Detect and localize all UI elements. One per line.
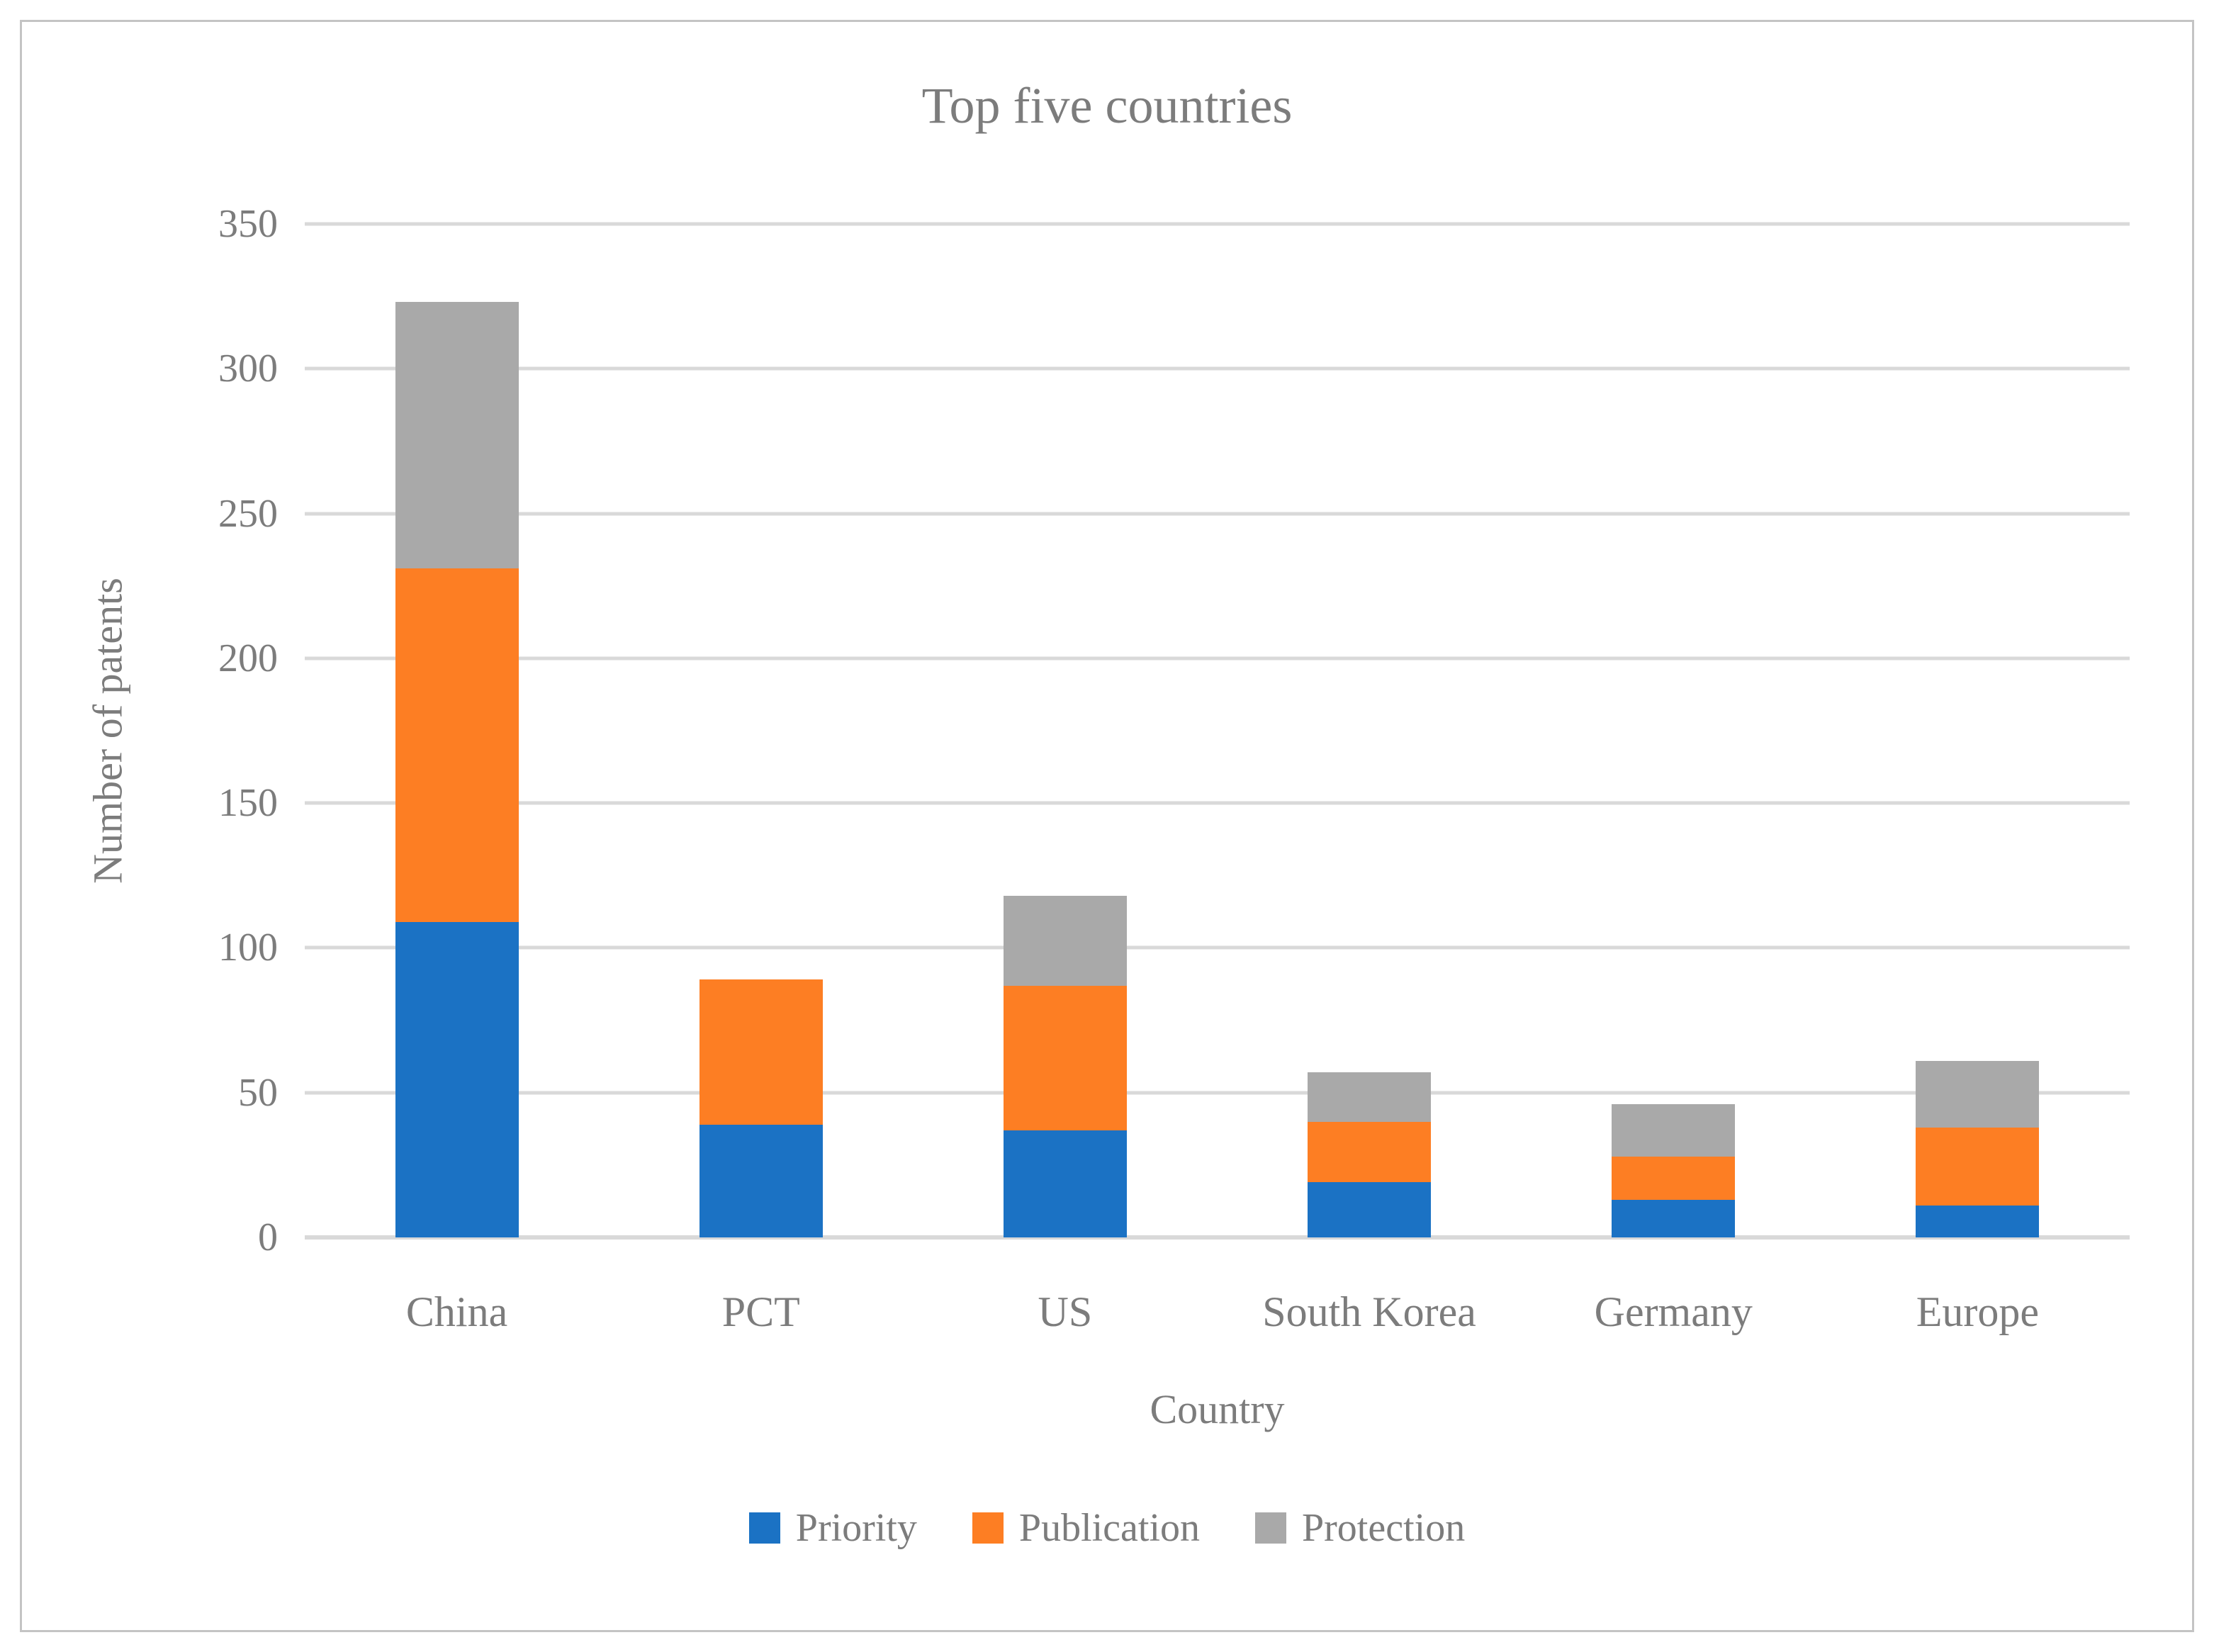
gridline-100: [305, 945, 2130, 950]
bar-segment-PCT-Publication: [699, 979, 823, 1125]
gridline-200: [305, 656, 2130, 661]
bar-stack-US: [1003, 224, 1127, 1237]
bar-segment-US-Protection: [1003, 895, 1127, 986]
x-label-US: US: [1038, 1288, 1093, 1335]
bar-segment-South Korea-Publication: [1308, 1121, 1432, 1183]
bar-stack-China: [395, 224, 519, 1237]
y-tick-label-50: 50: [238, 1070, 278, 1115]
legend: Priority Publication Protection: [0, 1508, 2214, 1548]
legend-swatch-Protection: [1255, 1512, 1287, 1544]
bar-segment-South Korea-Protection: [1308, 1072, 1432, 1122]
bar-segment-US-Priority: [1003, 1130, 1127, 1237]
bar-segment-China-Protection: [395, 302, 519, 569]
gridline-50: [305, 1091, 2130, 1095]
bar-PCT: [609, 224, 913, 1237]
bar-segment-China-Publication: [395, 568, 519, 922]
bar-stack-Europe: [1916, 224, 2040, 1237]
bar-segment-PCT-Priority: [699, 1124, 823, 1237]
bar-China: [305, 224, 609, 1237]
bars-layer: [305, 224, 2130, 1237]
legend-item-Priority: Priority: [748, 1506, 917, 1550]
x-label-PCT: PCT: [721, 1288, 800, 1335]
x-label-South Korea: South Korea: [1262, 1288, 1476, 1335]
bar-segment-Germany-Priority: [1612, 1199, 1736, 1237]
legend-label-Publication: Publication: [1018, 1506, 1201, 1550]
bar-segment-Europe-Priority: [1916, 1206, 2040, 1237]
x-label-Germany: Germany: [1594, 1288, 1753, 1335]
bar-segment-China-Priority: [395, 921, 519, 1237]
bar-segment-Europe-Publication: [1916, 1127, 2040, 1206]
legend-label-Protection: Protection: [1302, 1506, 1466, 1550]
x-label-Europe: Europe: [1916, 1288, 2040, 1335]
gridline-0: [305, 1235, 2130, 1240]
y-tick-label-200: 200: [218, 636, 278, 680]
chart-title: Top five countries: [921, 77, 1293, 134]
y-tick-label-350: 350: [218, 202, 278, 246]
legend-item-Protection: Protection: [1255, 1508, 1465, 1548]
plot-area: [305, 222, 2130, 1240]
bar-segment-Europe-Protection: [1916, 1060, 2040, 1128]
bar-Germany: [1522, 224, 1826, 1237]
x-label-China: China: [405, 1288, 508, 1335]
gridline-250: [305, 512, 2130, 516]
bar-Europe: [1826, 224, 2130, 1237]
x-category-labels: China PCT US South Korea Germany Europe: [305, 1288, 2130, 1345]
y-tick-label-300: 300: [218, 347, 278, 391]
bar-segment-Germany-Publication: [1612, 1156, 1736, 1200]
gridline-350: [305, 222, 2130, 226]
legend-swatch-Priority: [748, 1512, 780, 1544]
legend-label-Priority: Priority: [795, 1506, 917, 1550]
bar-US: [913, 224, 1217, 1237]
legend-item-Publication: Publication: [972, 1508, 1200, 1548]
legend-swatch-Publication: [972, 1512, 1004, 1544]
bar-segment-South Korea-Priority: [1308, 1182, 1432, 1237]
x-axis-title: Country: [1150, 1386, 1285, 1432]
y-tick-label-150: 150: [218, 781, 278, 826]
bar-segment-US-Publication: [1003, 985, 1127, 1130]
bar-stack-Germany: [1612, 224, 1736, 1237]
gridline-300: [305, 366, 2130, 371]
gridlines: [305, 222, 2130, 1240]
bar-stack-South Korea: [1308, 224, 1432, 1237]
bar-South Korea: [1218, 224, 1522, 1237]
y-tick-label-100: 100: [218, 926, 278, 970]
y-tick-label-250: 250: [218, 491, 278, 536]
y-tick-label-0: 0: [258, 1215, 278, 1259]
gridline-150: [305, 801, 2130, 805]
y-tick-labels: 0 50 100 150 200 250 300 350: [0, 204, 278, 1257]
bar-stack-PCT: [699, 224, 823, 1237]
bar-segment-Germany-Protection: [1612, 1104, 1736, 1157]
